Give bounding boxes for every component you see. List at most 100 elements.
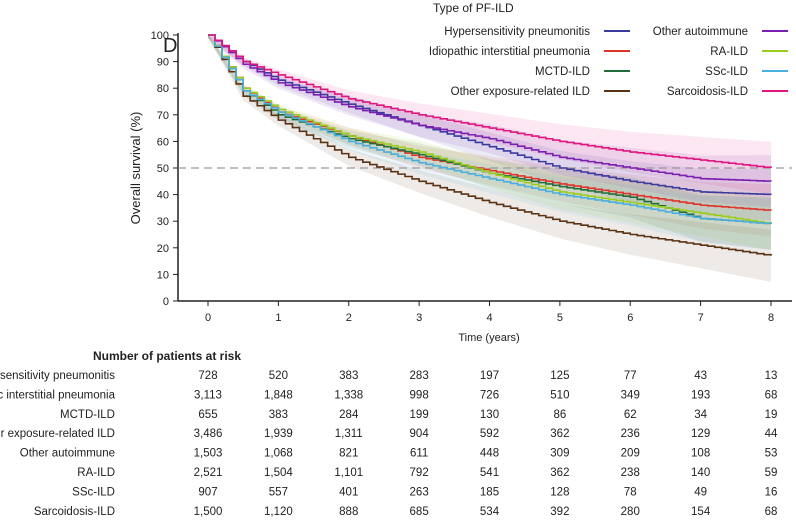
risk-count: 86 <box>553 409 566 421</box>
risk-count: 821 <box>339 448 358 460</box>
confidence-band <box>208 35 771 208</box>
risk-count: 998 <box>410 389 429 401</box>
risk-count: 193 <box>691 389 710 401</box>
risk-count: 44 <box>765 428 778 440</box>
risk-count: 1,504 <box>264 467 293 479</box>
risk-count: 77 <box>624 370 637 382</box>
risk-count: 728 <box>198 370 217 382</box>
risk-count: 1,101 <box>334 467 363 479</box>
risk-count: 383 <box>339 370 358 382</box>
risk-count: 520 <box>269 370 288 382</box>
legend-label: Other autoimmune <box>653 26 748 38</box>
risk-count: 53 <box>765 448 778 460</box>
risk-count: 534 <box>480 506 500 518</box>
risk-count: 68 <box>765 389 778 401</box>
confidence-band <box>208 35 771 195</box>
survival-curve-5 <box>208 34 772 224</box>
x-axis-label: Time (years) <box>458 332 519 344</box>
legend-label: Other exposure-related ILD <box>451 86 590 98</box>
risk-count: 68 <box>765 506 778 518</box>
risk-count: 129 <box>691 428 710 440</box>
risk-row-label: Sarcoidosis-ILD <box>34 506 115 518</box>
x-tick-label: 7 <box>698 312 704 324</box>
survival-curve-0 <box>208 34 772 196</box>
risk-count: 13 <box>765 370 778 382</box>
risk-count: 726 <box>480 389 499 401</box>
risk-count: 541 <box>480 467 499 479</box>
risk-count: 280 <box>621 506 640 518</box>
risk-count: 1,848 <box>264 389 293 401</box>
risk-table-title: Number of patients at risk <box>93 349 241 363</box>
risk-count: 349 <box>621 389 640 401</box>
panel-label: D <box>163 35 177 57</box>
risk-count: 1,503 <box>194 448 223 460</box>
legend-label: Hypersensitivity pneumonitis <box>444 26 590 38</box>
confidence-band <box>208 35 771 221</box>
y-tick-label: 30 <box>157 216 169 228</box>
legend-label: RA-ILD <box>710 46 748 58</box>
risk-count: 1,939 <box>264 428 293 440</box>
risk-count: 43 <box>694 370 707 382</box>
risk-count: 383 <box>269 409 288 421</box>
risk-count: 2,521 <box>194 467 223 479</box>
risk-count: 140 <box>691 467 710 479</box>
risk-count: 128 <box>550 486 569 498</box>
y-tick-label: 0 <box>163 296 169 308</box>
risk-count: 1,068 <box>264 448 293 460</box>
y-tick-label: 70 <box>157 110 169 122</box>
risk-count: 238 <box>621 467 640 479</box>
confidence-band <box>208 35 771 237</box>
risk-count: 59 <box>765 467 778 479</box>
risk-count: 557 <box>269 486 288 498</box>
risk-count: 16 <box>765 486 778 498</box>
risk-count: 685 <box>410 506 429 518</box>
y-tick-label: 90 <box>157 57 169 69</box>
risk-row-label: SSc-ILD <box>72 486 115 498</box>
x-tick-label: 6 <box>627 312 633 324</box>
risk-count: 197 <box>480 370 499 382</box>
risk-count: 309 <box>550 448 569 460</box>
y-tick-label: 10 <box>157 269 169 281</box>
risk-count: 1,338 <box>334 389 363 401</box>
confidence-band <box>208 35 771 282</box>
legend-label: Sarcoidosis-ILD <box>667 86 748 98</box>
survival-curve-3 <box>208 34 772 256</box>
risk-count: 401 <box>339 486 358 498</box>
risk-count: 362 <box>550 467 569 479</box>
risk-count: 34 <box>694 409 707 421</box>
risk-count: 3,113 <box>194 389 222 401</box>
risk-count: 209 <box>621 448 640 460</box>
y-tick-label: 100 <box>151 30 169 42</box>
risk-count: 185 <box>480 486 499 498</box>
risk-row-label: MCTD-ILD <box>60 409 115 421</box>
risk-count: 236 <box>621 428 640 440</box>
x-tick-label: 5 <box>557 312 563 324</box>
risk-count: 1,500 <box>194 506 223 518</box>
risk-count: 49 <box>694 486 707 498</box>
risk-count: 263 <box>410 486 429 498</box>
risk-count: 792 <box>410 467 429 479</box>
x-tick-label: 0 <box>205 312 211 324</box>
risk-count: 1,120 <box>264 506 293 518</box>
risk-count: 655 <box>198 409 217 421</box>
y-axis-label: Overall survival (%) <box>128 112 143 225</box>
survival-curve-4 <box>208 34 772 182</box>
y-tick-label: 40 <box>157 190 169 202</box>
risk-count: 19 <box>765 409 778 421</box>
risk-count: 888 <box>339 506 358 518</box>
survival-curve-7 <box>208 34 772 169</box>
y-tick-label: 50 <box>157 163 169 175</box>
x-tick-label: 8 <box>768 312 774 324</box>
risk-count: 362 <box>550 428 569 440</box>
risk-count: 907 <box>198 486 217 498</box>
risk-count: 108 <box>691 448 710 460</box>
risk-count: 3,486 <box>194 428 223 440</box>
risk-count: 1,311 <box>335 428 363 440</box>
x-tick-label: 2 <box>346 312 352 324</box>
risk-count: 392 <box>550 506 569 518</box>
risk-count: 592 <box>480 428 499 440</box>
risk-row-label: Hypersensitivity pneumonitis <box>0 370 115 382</box>
risk-row-label: Other exposure-related ILD <box>0 428 115 440</box>
